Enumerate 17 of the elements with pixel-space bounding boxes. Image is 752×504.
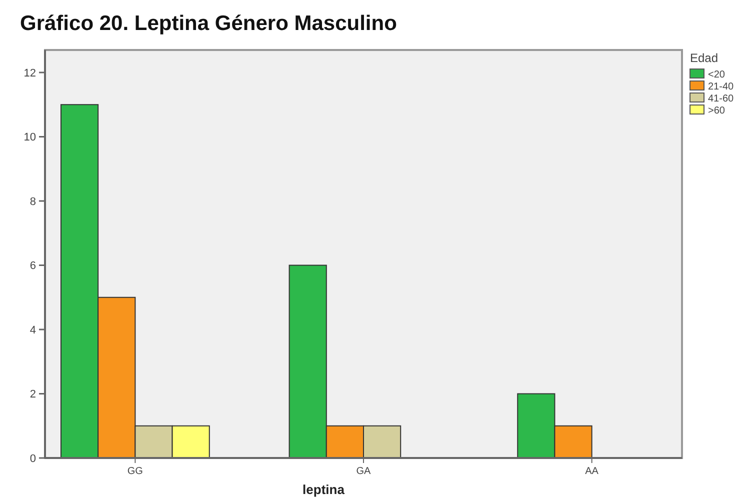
y-tick-label: 8 xyxy=(30,196,36,208)
legend-title: Edad xyxy=(690,51,718,65)
x-tick-label: GA xyxy=(356,466,372,477)
x-tick-label: GG xyxy=(127,466,144,477)
y-tick-label: 4 xyxy=(30,324,36,336)
y-tick-label: 0 xyxy=(30,452,36,465)
legend-label: 41-60 xyxy=(708,94,734,104)
y-tick-label: 10 xyxy=(24,132,36,144)
chart-title: Gráfico 20. Leptina Género Masculino xyxy=(20,12,397,35)
y-tick-label: 12 xyxy=(24,67,36,80)
x-axis-title: leptina xyxy=(302,482,346,497)
legend-label: >60 xyxy=(708,106,726,116)
legend-label: <20 xyxy=(708,70,726,80)
y-tick-label: 6 xyxy=(30,260,36,272)
x-tick-label: AA xyxy=(585,466,599,477)
legend-label: 21-40 xyxy=(708,82,734,92)
y-tick-label: 2 xyxy=(30,388,36,401)
